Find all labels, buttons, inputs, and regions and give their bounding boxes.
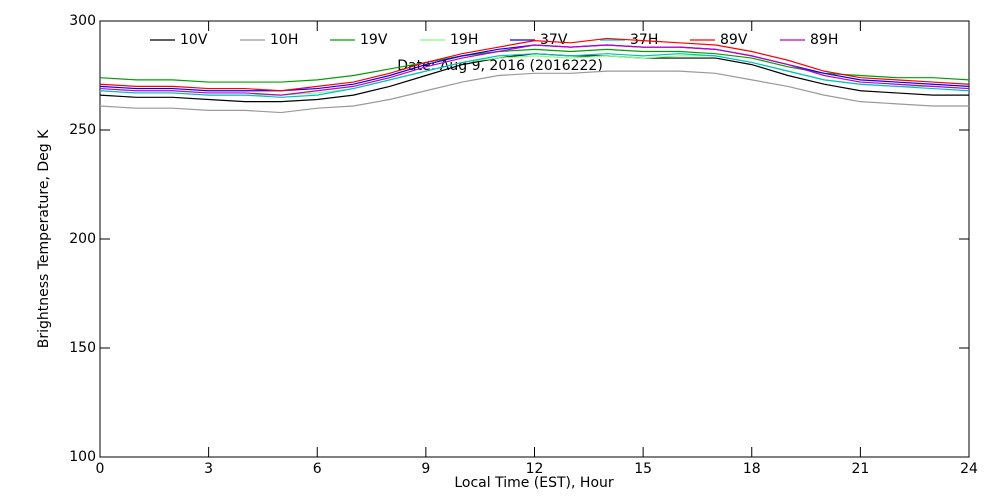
legend-label: 10V xyxy=(180,32,208,48)
legend-label: 37H xyxy=(630,32,658,48)
x-tick-label: 15 xyxy=(634,461,652,477)
y-axis-label: Brightness Temperature, Deg K xyxy=(36,129,52,348)
y-tick-label: 150 xyxy=(69,340,96,356)
annotation: Date: Aug 9, 2016 (2016222) xyxy=(397,58,603,74)
legend-label: 10H xyxy=(270,32,298,48)
series-line xyxy=(99,70,969,114)
series-line xyxy=(99,53,970,98)
x-tick-label: 3 xyxy=(204,461,213,477)
x-tick-label: 6 xyxy=(313,461,322,477)
x-tick-label: 12 xyxy=(526,461,544,477)
legend-label: 89H xyxy=(810,32,838,48)
y-tick-label: 250 xyxy=(69,122,96,138)
legend-label: 19H xyxy=(450,32,478,48)
x-tick-label: 0 xyxy=(96,461,105,477)
y-tick-label: 200 xyxy=(69,231,96,247)
y-tick-label: 300 xyxy=(69,13,96,29)
series-line xyxy=(99,44,970,96)
series-line xyxy=(99,37,970,92)
legend-label: 89V xyxy=(720,32,748,48)
legend-label: 37V xyxy=(540,32,568,48)
legend-label: 19V xyxy=(360,32,388,48)
x-tick-label: 9 xyxy=(421,461,430,477)
x-tick-label: 24 xyxy=(960,461,978,477)
y-tick-label: 100 xyxy=(69,449,96,465)
x-tick-label: 21 xyxy=(851,461,869,477)
x-tick-label: 18 xyxy=(743,461,761,477)
x-axis-label: Local Time (EST), Hour xyxy=(454,475,614,491)
